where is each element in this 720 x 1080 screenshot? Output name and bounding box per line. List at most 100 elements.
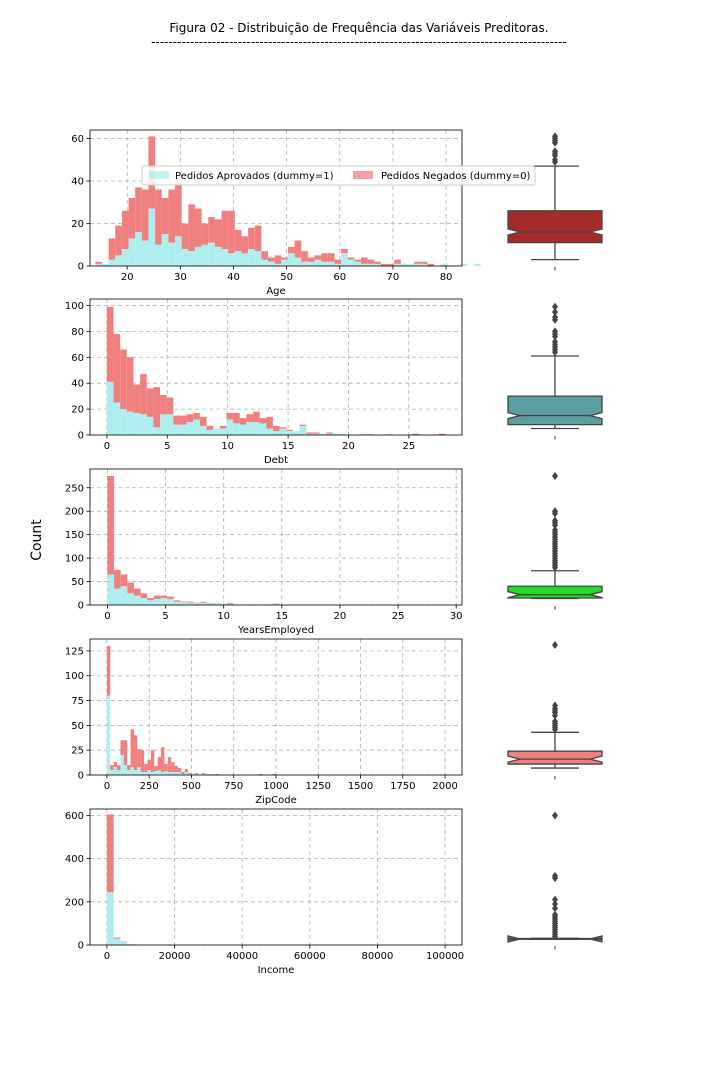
box-outlier (552, 895, 558, 904)
bar-denied (168, 189, 176, 243)
box-outlier (552, 472, 558, 481)
x-tick-label: 20000 (159, 951, 191, 962)
y-tick-label: 75 (71, 696, 84, 707)
legend-label-denied: Pedidos Negados (dummy=0) (381, 171, 530, 182)
bar-approved (226, 419, 234, 435)
bar-denied (374, 261, 381, 264)
bar-approved (126, 411, 134, 435)
bar-denied (239, 418, 247, 425)
bar-approved (180, 601, 187, 605)
bar-denied (113, 762, 118, 768)
bar-approved (248, 249, 255, 266)
bar-denied (199, 416, 207, 426)
bar-approved (266, 428, 273, 435)
box-body (507, 750, 603, 765)
bar-denied (173, 600, 181, 602)
box-body (507, 395, 603, 426)
x-tick-label: 750 (224, 781, 243, 792)
bar-denied (147, 760, 151, 771)
legend: Pedidos Aprovados (dummy=1) Pedidos Nega… (141, 165, 536, 186)
x-axis-label: ZipCode (255, 795, 297, 806)
bar-approved (206, 429, 214, 435)
bar-denied (167, 596, 174, 599)
bar-denied (153, 595, 161, 599)
bar-denied (174, 766, 178, 773)
boxplot-zipcode (507, 640, 603, 780)
y-tick-label: 20 (71, 219, 84, 230)
axes-frame (89, 808, 463, 946)
x-tick-label: 40 (227, 272, 240, 283)
bar-denied (186, 601, 194, 603)
bar-approved (339, 433, 347, 435)
bar-denied (166, 397, 174, 415)
box-outlier (552, 132, 558, 141)
x-tick-label: 0 (104, 441, 110, 452)
bar-approved (194, 774, 199, 775)
bar-approved (201, 244, 209, 266)
bar-denied (412, 433, 420, 435)
bar-denied (286, 429, 293, 432)
bar-approved (272, 431, 280, 435)
bar-approved (186, 602, 194, 605)
bar-approved (292, 431, 300, 435)
bar-denied (194, 773, 199, 775)
x-tick-label: 25 (392, 611, 405, 622)
bar-approved (199, 425, 207, 435)
y-tick-label: 40 (71, 379, 84, 390)
y-tick-label: 100 (65, 554, 84, 565)
y-tick-label: 250 (65, 483, 84, 494)
bar-denied (113, 937, 121, 939)
x-tick-label: 1250 (306, 781, 331, 792)
x-tick-label: 20 (342, 441, 355, 452)
bar-approved (286, 431, 293, 435)
bar-denied (126, 357, 134, 412)
bar-approved (220, 603, 227, 605)
bar-denied (181, 223, 189, 249)
bar-approved (153, 598, 161, 605)
bar-approved (361, 263, 368, 266)
bar-approved (407, 263, 415, 266)
bar-approved (160, 597, 168, 605)
x-tick-label: 250 (140, 781, 159, 792)
bar-denied (221, 210, 229, 249)
bar-denied (184, 769, 189, 773)
bar-approved (140, 772, 145, 775)
bar-approved (367, 263, 375, 266)
bar-approved (174, 772, 178, 775)
box-outlier (552, 313, 558, 322)
bar-denied (160, 595, 168, 598)
bar-denied (314, 255, 322, 260)
bar-denied (367, 259, 375, 264)
bar-denied (394, 259, 401, 264)
bar-approved (326, 433, 333, 435)
bar-approved (120, 409, 127, 435)
bar-approved (287, 253, 295, 266)
box-outlier (552, 147, 558, 156)
bar-approved (332, 433, 340, 435)
bar-denied (167, 757, 172, 773)
y-tick-label: 50 (71, 721, 84, 732)
bar-approved (354, 261, 362, 266)
x-tick-label: 10 (221, 441, 234, 452)
box-outlier (552, 516, 558, 525)
x-tick-label: 30 (174, 272, 187, 283)
bar-approved (121, 249, 129, 266)
bar-approved (241, 253, 249, 266)
y-tick-label: 100 (65, 301, 84, 312)
bar-approved (228, 253, 235, 266)
bar-denied (214, 219, 222, 247)
bar-approved (148, 208, 156, 266)
x-tick-label: 80 (440, 272, 453, 283)
bar-denied (150, 750, 155, 773)
bar-approved (107, 574, 115, 605)
bar-denied (120, 740, 124, 756)
bar-approved (140, 597, 148, 605)
x-tick-label: 50 (280, 272, 293, 283)
bar-approved (307, 261, 315, 266)
y-tick-label: 200 (65, 897, 84, 908)
bar-denied (226, 603, 234, 605)
bar-approved (108, 259, 116, 266)
bar-approved (154, 771, 158, 775)
bar-approved (144, 772, 148, 775)
box-outlier (552, 302, 558, 311)
